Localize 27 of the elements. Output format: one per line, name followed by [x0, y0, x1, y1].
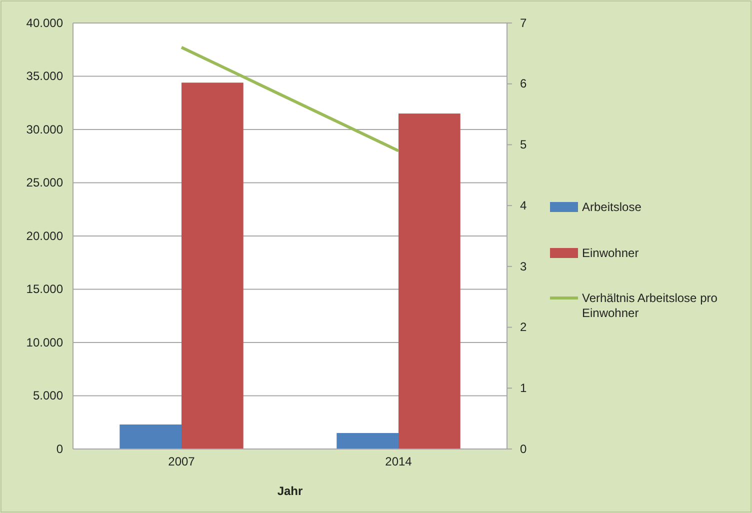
y2-tick-label: 0	[520, 442, 527, 456]
y-tick-label: 30.000	[26, 122, 64, 136]
y-tick-label: 40.000	[26, 16, 64, 30]
y-tick-label: 0	[56, 442, 64, 456]
legend-label: Verhältnis Arbeitslose pro Einwohner	[582, 291, 718, 320]
x-tick-label: 2014	[385, 454, 412, 469]
legend-label: Einwohner	[582, 246, 639, 260]
y-tick-label: 10.000	[26, 335, 64, 350]
y-tick-label: 20.000	[26, 228, 64, 243]
bar	[120, 424, 182, 449]
legend-label: Arbeitslose	[582, 200, 642, 214]
y2-tick-label: 5	[520, 138, 527, 152]
bar	[336, 433, 398, 449]
bar	[182, 82, 244, 449]
y-tick-label: 5.000	[32, 388, 64, 403]
y-tick-label: 15.000	[26, 282, 64, 296]
y-tick-label: 35.000	[26, 69, 64, 84]
y-tick-label: 25.000	[26, 176, 64, 190]
y2-tick-label: 1	[520, 380, 527, 395]
y2-tick-label: 2	[520, 320, 527, 334]
x-tick-label: 2007	[168, 454, 196, 469]
y2-tick-label: 4	[520, 198, 527, 212]
bar	[398, 114, 460, 449]
x-axis-title: Jahr	[277, 484, 303, 498]
y2-tick-label: 3	[520, 259, 527, 274]
y2-tick-label: 7	[520, 16, 527, 30]
y2-tick-label: 6	[520, 76, 527, 91]
